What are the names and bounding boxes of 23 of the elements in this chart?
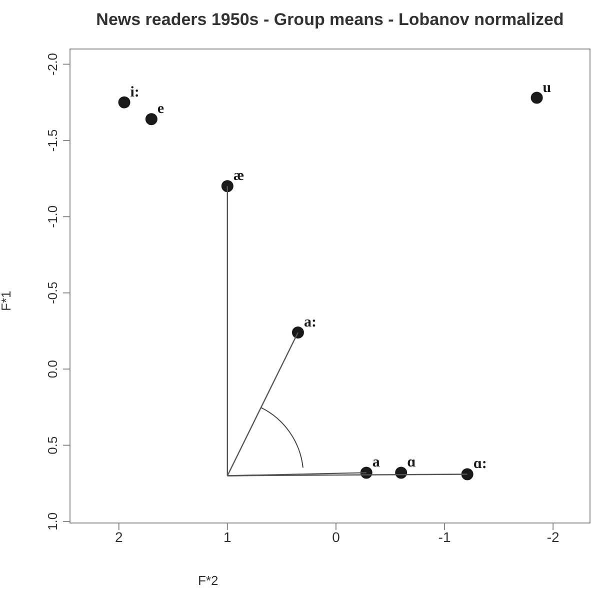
series-label: æ xyxy=(233,168,244,184)
y-tick-label: 1.0 xyxy=(45,512,60,531)
x-tick-label: -1 xyxy=(438,528,451,545)
chart-title: News readers 1950s - Group means - Lobanov normalized xyxy=(95,10,565,30)
x-tick-label: 0 xyxy=(332,528,340,545)
y-tick-label: 0.0 xyxy=(45,360,60,378)
x-tick-label: 1 xyxy=(224,528,232,545)
series-label: ɑ xyxy=(407,454,416,471)
series-label: ɑ: xyxy=(473,456,487,472)
y-axis-title: F*1 xyxy=(0,290,14,311)
y-tick-label: -2.0 xyxy=(45,53,60,76)
x-axis-title: F*2 xyxy=(198,573,218,588)
series-label: a: xyxy=(304,314,316,330)
y-tick-label: -1.5 xyxy=(45,129,60,152)
y-tick-label: -1.0 xyxy=(45,205,60,228)
series-label: e xyxy=(157,101,164,118)
y-tick-label: -0.5 xyxy=(45,282,60,304)
series-label: u xyxy=(542,80,552,96)
x-tick-label: 2 xyxy=(114,528,123,545)
y-tick-label: 0.5 xyxy=(45,436,60,454)
x-tick-label: -2 xyxy=(546,528,560,545)
series-label: a xyxy=(372,454,380,471)
series-label: i: xyxy=(130,84,140,100)
